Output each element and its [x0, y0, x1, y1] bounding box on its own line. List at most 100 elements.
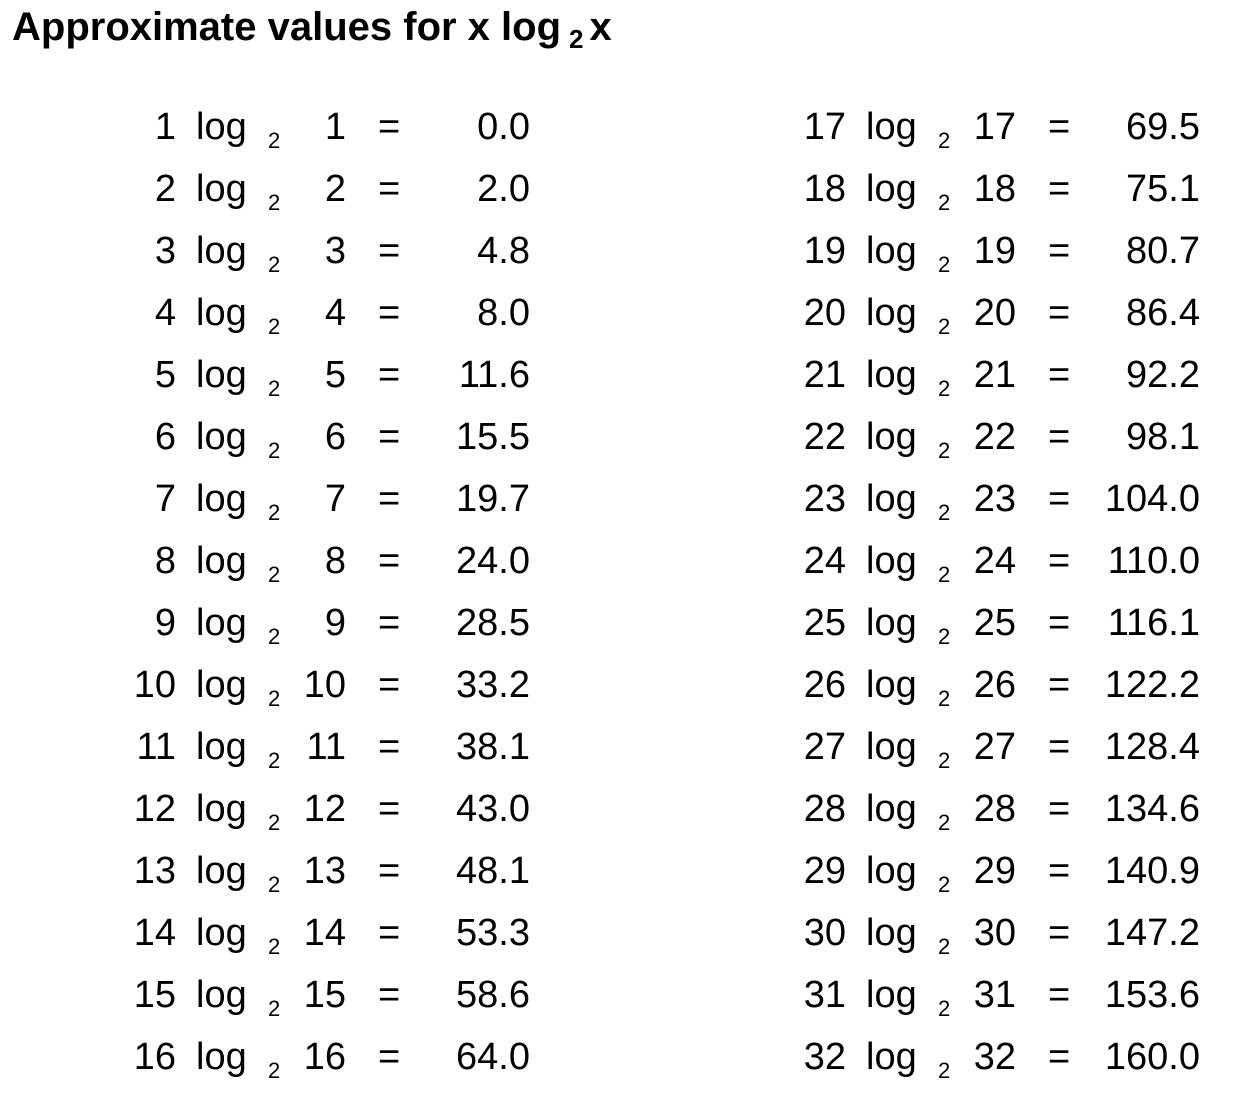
log-label: log	[196, 788, 247, 830]
log-argument: 19	[973, 230, 1016, 272]
equals-sign: =	[1048, 106, 1071, 148]
log-label: log	[866, 540, 917, 582]
multiplier: 2	[154, 168, 176, 210]
table-row: 25 log 2 25 = 116.1	[670, 596, 1234, 658]
result-value: 160.0	[1104, 1036, 1200, 1078]
result-value: 153.6	[1104, 974, 1200, 1016]
table-row: 20 log 2 20 = 86.4	[670, 286, 1234, 348]
log-argument: 28	[973, 788, 1016, 830]
equals-sign: =	[378, 106, 401, 148]
result-value: 8.0	[477, 292, 530, 334]
log-base: 2	[938, 748, 951, 773]
table-row: 13 log 2 13 = 48.1	[0, 844, 1000, 906]
equals-sign: =	[378, 354, 401, 396]
result-value: 86.4	[1126, 292, 1200, 334]
table-row: 15 log 2 15 = 58.6	[0, 968, 1000, 1030]
log-label: log	[866, 292, 917, 334]
result-value: 28.5	[456, 602, 530, 644]
log-label: log	[196, 1036, 247, 1078]
log-label: log	[196, 602, 247, 644]
log-base: 2	[268, 314, 281, 339]
multiplier: 29	[803, 850, 846, 892]
log-base: 2	[938, 996, 951, 1021]
log-base: 2	[938, 252, 951, 277]
log-base: 2	[938, 376, 951, 401]
table-row: 9 log 2 9 = 28.5	[0, 596, 1000, 658]
result-value: 64.0	[456, 1036, 530, 1078]
multiplier: 21	[803, 354, 846, 396]
log-base: 2	[268, 500, 281, 525]
log-argument: 3	[324, 230, 346, 272]
multiplier: 28	[803, 788, 846, 830]
log-base: 2	[938, 624, 951, 649]
table-row: 2 log 2 2 = 2.0	[0, 162, 1000, 224]
equals-sign: =	[1048, 726, 1071, 768]
result-value: 116.1	[1107, 602, 1200, 644]
result-value: 80.7	[1126, 230, 1200, 272]
log-label: log	[196, 292, 247, 334]
equals-sign: =	[1048, 292, 1071, 334]
log-argument: 9	[324, 602, 346, 644]
log-argument: 16	[303, 1036, 346, 1078]
table-row: 22 log 2 22 = 98.1	[670, 410, 1234, 472]
log-label: log	[196, 168, 247, 210]
multiplier: 5	[154, 354, 176, 396]
multiplier: 31	[803, 974, 846, 1016]
equals-sign: =	[378, 168, 401, 210]
result-value: 53.3	[456, 912, 530, 954]
log-base: 2	[268, 996, 281, 1021]
multiplier: 16	[133, 1036, 176, 1078]
equals-sign: =	[1048, 974, 1071, 1016]
log-base: 2	[268, 190, 281, 215]
log-argument: 8	[324, 540, 346, 582]
log-label: log	[866, 168, 917, 210]
result-value: 24.0	[456, 540, 530, 582]
log-label: log	[196, 850, 247, 892]
log-base: 2	[938, 314, 951, 339]
title-suffix: x	[589, 5, 612, 49]
equals-sign: =	[378, 602, 401, 644]
result-value: 0.0	[477, 106, 530, 148]
log-label: log	[196, 230, 247, 272]
log-label: log	[196, 416, 247, 458]
title-log-base: 2	[569, 24, 584, 54]
multiplier: 11	[136, 726, 176, 768]
multiplier: 8	[154, 540, 176, 582]
log-base: 2	[268, 810, 281, 835]
log-base: 2	[268, 376, 281, 401]
log-argument: 26	[973, 664, 1016, 706]
log-label: log	[196, 726, 247, 768]
equals-sign: =	[1048, 1036, 1071, 1078]
log-argument: 31	[973, 974, 1016, 1016]
multiplier: 18	[803, 168, 846, 210]
result-value: 104.0	[1104, 478, 1200, 520]
table-row: 8 log 2 8 = 24.0	[0, 534, 1000, 596]
table-row: 12 log 2 12 = 43.0	[0, 782, 1000, 844]
table-row: 32 log 2 32 = 160.0	[670, 1030, 1234, 1092]
log-argument: 21	[973, 354, 1016, 396]
equals-sign: =	[1048, 478, 1071, 520]
equals-sign: =	[1048, 664, 1071, 706]
multiplier: 13	[133, 850, 176, 892]
multiplier: 19	[803, 230, 846, 272]
equals-sign: =	[378, 850, 401, 892]
table-row: 1 log 2 1 = 0.0	[0, 100, 1000, 162]
multiplier: 27	[803, 726, 846, 768]
log-label: log	[196, 540, 247, 582]
log-base: 2	[268, 624, 281, 649]
log-label: log	[196, 974, 247, 1016]
log-label: log	[866, 478, 917, 520]
log-argument: 24	[973, 540, 1016, 582]
log-label: log	[866, 354, 917, 396]
log-argument: 25	[973, 602, 1016, 644]
table-row: 26 log 2 26 = 122.2	[670, 658, 1234, 720]
log-label: log	[866, 726, 917, 768]
multiplier: 24	[803, 540, 846, 582]
log-argument: 1	[324, 106, 346, 148]
log-label: log	[866, 106, 917, 148]
equals-sign: =	[378, 230, 401, 272]
log-argument: 20	[973, 292, 1016, 334]
log-base: 2	[938, 562, 951, 587]
multiplier: 1	[154, 106, 176, 148]
multiplier: 4	[154, 292, 176, 334]
